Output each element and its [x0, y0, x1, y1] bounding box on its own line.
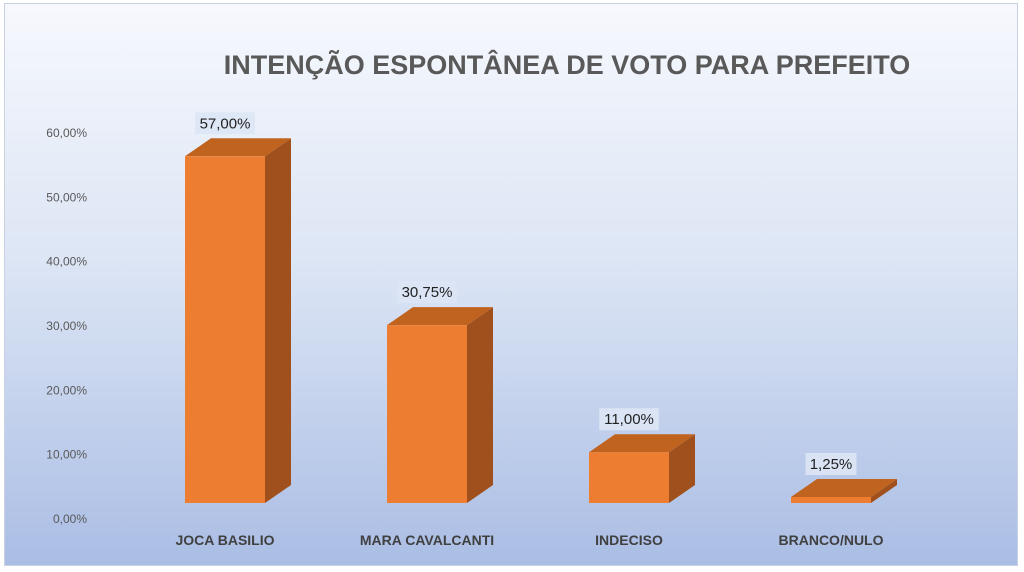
bar-side — [265, 138, 291, 504]
y-tick-label: 0,00% — [53, 512, 87, 526]
bar-side — [669, 434, 695, 503]
x-axis: JOCA BASILIO MARA CAVALCANTI INDECISO BRANC… — [175, 532, 883, 548]
data-label-box — [599, 408, 659, 431]
bar-top — [387, 307, 493, 326]
data-labels: 57,00% 30,75% 11,00% 1,25% — [195, 112, 857, 475]
bar-top — [791, 479, 897, 497]
bar-front — [387, 325, 467, 503]
data-label: 1,25% — [810, 456, 853, 473]
bar — [185, 138, 291, 504]
x-tick-label: MARA CAVALCANTI — [360, 532, 494, 548]
bar-front — [589, 452, 669, 503]
x-tick-label: BRANCO/NULO — [779, 532, 884, 548]
data-label-box — [805, 453, 857, 475]
data-label: 30,75% — [402, 284, 453, 301]
bar-side — [871, 479, 897, 503]
bar-chart: INTENÇÃO ESPONTÂNEA DE VOTO PARA PREFEIT… — [46, 49, 911, 548]
chart-title: INTENÇÃO ESPONTÂNEA DE VOTO PARA PREFEIT… — [224, 49, 911, 80]
y-tick-label: 50,00% — [46, 190, 87, 204]
y-tick-label: 10,00% — [46, 448, 87, 462]
bar-top — [185, 138, 291, 157]
chart-frame: INTENÇÃO ESPONTÂNEA DE VOTO PARA PREFEIT… — [4, 3, 1018, 566]
y-axis: 0,00% 10,00% 20,00% 30,00% 40,00% 50,00% 60,00… — [46, 126, 87, 526]
x-tick-label: JOCA BASILIO — [175, 532, 274, 548]
bar — [589, 434, 695, 503]
y-tick-label: 30,00% — [46, 319, 87, 333]
bar — [791, 479, 897, 503]
y-tick-label: 60,00% — [46, 126, 87, 140]
bar-side — [467, 307, 493, 503]
data-label-box — [195, 112, 255, 135]
bar-top — [589, 434, 695, 453]
bar — [387, 307, 493, 503]
bars — [185, 138, 897, 504]
y-tick-label: 20,00% — [46, 383, 87, 397]
x-tick-label: INDECISO — [595, 532, 663, 548]
bar-front — [791, 497, 871, 503]
data-label-box — [397, 281, 457, 304]
data-label: 11,00% — [604, 411, 654, 428]
y-tick-label: 40,00% — [46, 255, 87, 269]
bar-front — [185, 156, 265, 504]
data-label: 57,00% — [200, 115, 251, 132]
